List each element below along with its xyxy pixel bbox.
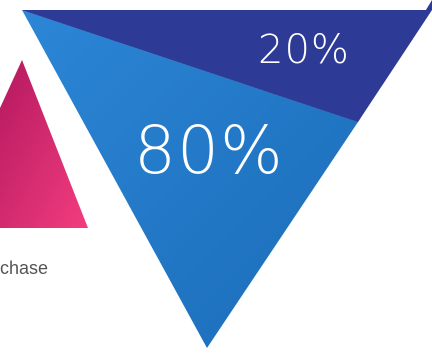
side-triangle-shape bbox=[0, 60, 88, 228]
top-segment-percentage: 20% bbox=[258, 27, 350, 73]
caption-text: chase bbox=[0, 258, 49, 278]
funnel-bottom-segment bbox=[22, 10, 358, 348]
bottom-segment-percentage: 80% bbox=[134, 112, 284, 189]
funnel-top-segment-cap bbox=[22, 10, 432, 122]
